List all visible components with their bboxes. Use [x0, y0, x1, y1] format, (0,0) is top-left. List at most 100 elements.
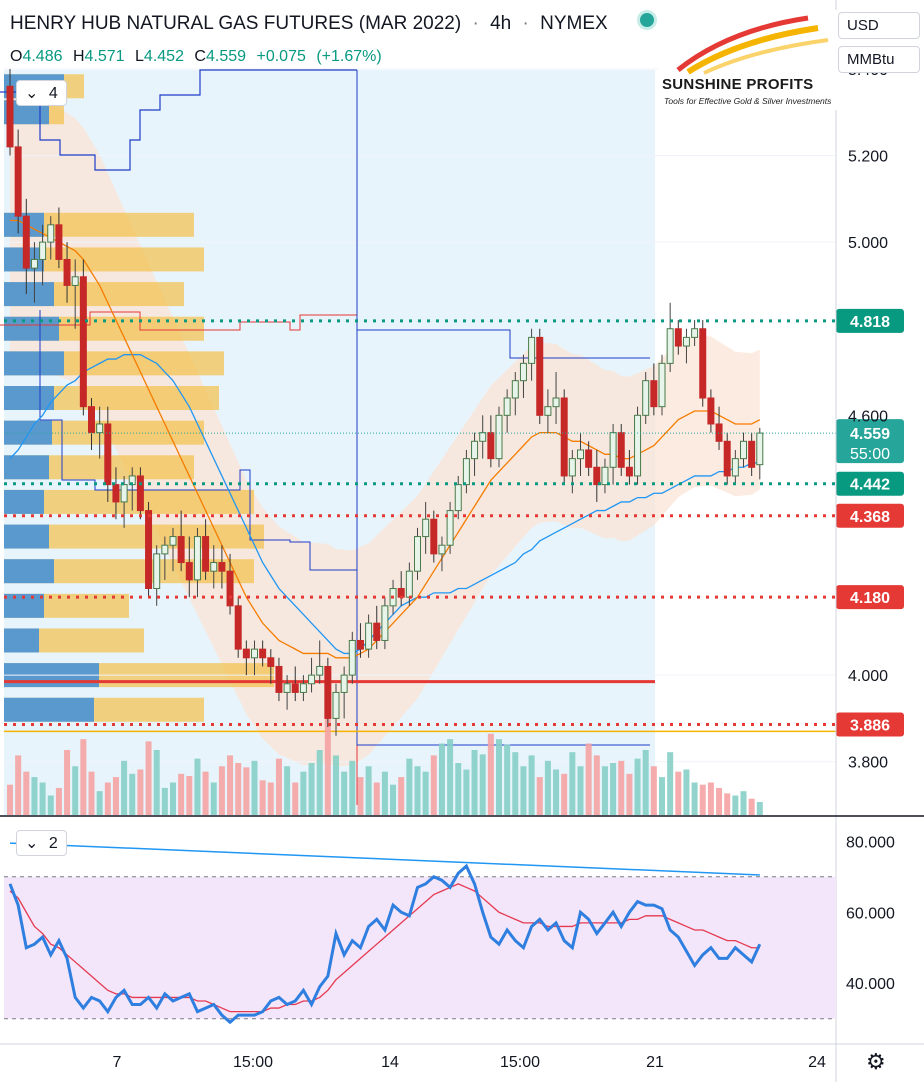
candle-body: [723, 440, 731, 477]
candle-body: [756, 432, 764, 466]
level-tag-4.180: [836, 585, 904, 610]
volume-bar: [390, 784, 397, 815]
price-pane-collapse-button[interactable]: ⌄ 4: [16, 80, 67, 106]
candle-body: [234, 605, 242, 650]
market-status-dot-icon[interactable]: [636, 10, 657, 30]
lower-step-line: [39, 310, 357, 571]
candle-body: [39, 241, 47, 260]
volume-bar: [675, 771, 682, 815]
symbol-title[interactable]: HENRY HUB NATURAL GAS FUTURES (MAR 2022): [10, 13, 462, 34]
candle-body: [625, 466, 633, 477]
title-separator: ·: [522, 13, 529, 34]
candle-body: [536, 336, 544, 416]
volume-profile-bar-highlight: [4, 524, 49, 549]
candle-body: [218, 562, 226, 572]
volume-bar: [153, 750, 160, 815]
low-value: 4.452: [143, 48, 184, 65]
volume-bar: [618, 760, 625, 815]
volume-bar: [251, 760, 258, 815]
candle-body: [560, 397, 568, 477]
volume-bar: [610, 763, 617, 815]
volume-bar: [23, 771, 30, 815]
candle-body: [715, 423, 723, 442]
volume-bar: [210, 782, 217, 815]
volume-bar: [194, 758, 201, 815]
candle-body: [471, 440, 479, 460]
candle-body: [259, 648, 267, 659]
volume-bar: [455, 763, 462, 815]
volume-bar: [601, 766, 608, 815]
volume-bar: [724, 793, 731, 815]
candle-body: [30, 258, 38, 269]
candle-body: [528, 336, 536, 364]
candle-body: [552, 397, 560, 408]
volume-bar: [626, 773, 633, 815]
candle-body: [479, 432, 487, 442]
volume-profile-bar: [4, 247, 204, 272]
candle-body: [544, 406, 552, 416]
rsi-tick-label: 40.000: [846, 976, 895, 993]
volume-bar: [64, 750, 71, 815]
candle-body: [674, 328, 682, 347]
volume-bar: [55, 787, 62, 815]
low-label: L: [135, 48, 144, 65]
settings-gear-icon[interactable]: ⚙: [866, 1049, 886, 1074]
volume-bar: [585, 743, 592, 815]
candle-body: [430, 518, 438, 555]
candle-body: [454, 484, 462, 512]
volume-bar: [422, 771, 429, 815]
volume-bar: [667, 752, 674, 815]
candle-body: [226, 570, 234, 607]
open-label: O: [10, 48, 23, 65]
candle-body: [79, 276, 87, 408]
currency-button[interactable]: USD: [838, 12, 920, 39]
volume-bar: [7, 784, 13, 815]
candle-body: [55, 224, 63, 260]
volume-bar: [528, 755, 535, 815]
level-label-3.886: 3.886: [850, 717, 890, 734]
time-tick-label: 21: [646, 1054, 664, 1071]
candle-body: [381, 605, 389, 641]
candle-body: [145, 510, 153, 590]
candle-body: [740, 440, 747, 460]
rsi-tick-label: 80.000: [846, 834, 895, 851]
interval-label[interactable]: 4h: [490, 13, 512, 34]
candle-body: [177, 536, 185, 564]
volume-profile-bar-highlight: [4, 386, 54, 411]
candle-body: [699, 328, 707, 399]
volume-profile-bar-highlight: [4, 351, 64, 376]
upper-step-line: [0, 69, 357, 171]
volume-bar: [259, 780, 266, 815]
candle-body: [136, 475, 144, 512]
candle-body: [193, 536, 201, 581]
price-tick-label: 4.000: [848, 668, 888, 685]
volume-bar: [365, 766, 372, 815]
volume-bar: [520, 766, 527, 815]
volume-bar: [577, 766, 584, 815]
unit-button[interactable]: MMBtu: [838, 46, 920, 73]
volume-bar: [243, 767, 250, 815]
candle-body: [650, 380, 658, 408]
candle-body: [267, 657, 275, 667]
logo-tagline: Tools for Effective Gold & Silver Invest…: [664, 96, 832, 106]
rsi-pane-collapse-button[interactable]: ⌄ 2: [16, 830, 67, 856]
title-separator: ·: [472, 13, 479, 34]
high-label: H: [72, 48, 85, 65]
candle-body: [487, 432, 495, 460]
volume-profile-bar-highlight: [4, 455, 49, 480]
level-label-4.368: 4.368: [850, 509, 890, 526]
volume-bar: [536, 777, 543, 815]
volume-profile-bar-highlight: [4, 282, 54, 307]
chevron-down-icon: ⌄: [25, 835, 39, 852]
volume-bar: [112, 777, 119, 815]
candle-body: [609, 432, 617, 468]
volume-bar: [496, 739, 502, 815]
candle-body: [617, 432, 625, 468]
change-value: +0.075: [256, 48, 306, 65]
rsi-band: [4, 876, 836, 1019]
volume-bar: [218, 766, 225, 815]
volume-bar: [438, 743, 445, 815]
volume-bar: [137, 769, 144, 815]
candle-body: [169, 536, 177, 546]
volume-bar: [398, 777, 405, 815]
